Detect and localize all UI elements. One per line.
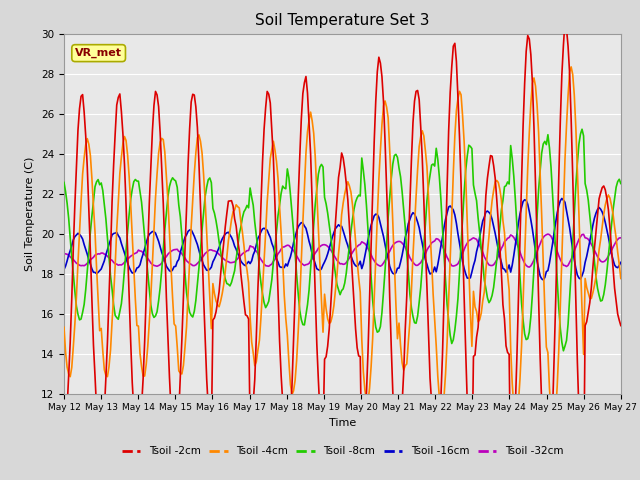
Y-axis label: Soil Temperature (C): Soil Temperature (C)	[26, 156, 35, 271]
Legend: Tsoil -2cm, Tsoil -4cm, Tsoil -8cm, Tsoil -16cm, Tsoil -32cm: Tsoil -2cm, Tsoil -4cm, Tsoil -8cm, Tsoi…	[118, 442, 567, 460]
Text: VR_met: VR_met	[75, 48, 122, 58]
Title: Soil Temperature Set 3: Soil Temperature Set 3	[255, 13, 429, 28]
X-axis label: Time: Time	[329, 418, 356, 428]
